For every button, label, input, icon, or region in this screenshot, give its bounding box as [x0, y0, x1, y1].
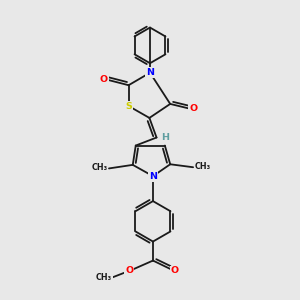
Text: O: O [171, 266, 179, 275]
Text: CH₃: CH₃ [96, 273, 112, 282]
Text: S: S [125, 101, 132, 110]
Text: CH₃: CH₃ [194, 161, 211, 170]
Text: O: O [100, 75, 108, 84]
Text: N: N [149, 172, 157, 181]
Text: H: H [161, 133, 169, 142]
Text: O: O [189, 104, 197, 113]
Text: O: O [125, 266, 133, 274]
Text: CH₃: CH₃ [92, 163, 107, 172]
Text: N: N [146, 68, 154, 77]
